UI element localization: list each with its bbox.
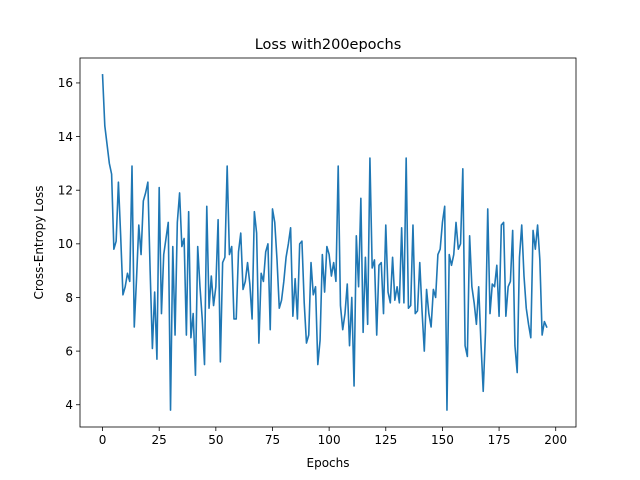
y-tick-label: 6	[65, 344, 73, 358]
x-tick-label: 175	[488, 433, 511, 447]
x-tick-label: 50	[208, 433, 223, 447]
y-tick-label: 12	[58, 184, 73, 198]
y-tick-label: 16	[58, 76, 73, 90]
y-axis-label: Cross-Entropy Loss	[32, 186, 46, 300]
x-tick-label: 0	[99, 433, 107, 447]
y-tick-label: 14	[58, 130, 73, 144]
plot-area	[79, 57, 577, 428]
plot-background	[80, 58, 576, 427]
series-layer	[101, 74, 548, 411]
x-tick-label: 100	[318, 433, 341, 447]
x-axis-label: Epochs	[307, 456, 350, 470]
series-line-0	[101, 74, 548, 411]
x-tick-label: 125	[374, 433, 397, 447]
y-tick-label: 8	[65, 291, 73, 305]
x-tick-label: 25	[152, 433, 167, 447]
x-axis: 0 25 50 75 100 125 150 175 200	[99, 427, 567, 447]
y-tick-label: 4	[65, 398, 73, 412]
x-tick-label: 200	[544, 433, 567, 447]
plot-frame	[79, 57, 577, 428]
y-tick-label: 10	[58, 237, 73, 251]
chart-title: Loss with200epochs	[255, 37, 402, 53]
x-tick-label: 150	[431, 433, 454, 447]
x-tick-label: 75	[265, 433, 280, 447]
y-axis: 4 6 8 10 12 14 16	[58, 76, 80, 412]
